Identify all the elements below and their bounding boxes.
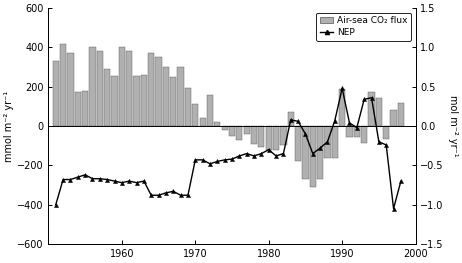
Bar <box>310 126 316 187</box>
Bar <box>288 112 294 126</box>
Bar <box>207 95 213 126</box>
Bar <box>346 126 353 137</box>
Bar <box>214 122 220 126</box>
Bar <box>354 126 360 137</box>
Bar <box>368 92 375 126</box>
Legend: Air-sea CO₂ flux, NEP: Air-sea CO₂ flux, NEP <box>316 13 411 41</box>
Bar <box>251 126 257 144</box>
Bar <box>398 103 404 126</box>
Y-axis label: mmol m⁻² yr⁻¹: mmol m⁻² yr⁻¹ <box>4 90 14 162</box>
Bar <box>163 67 169 126</box>
Y-axis label: mol m⁻² yr⁻¹: mol m⁻² yr⁻¹ <box>448 95 458 157</box>
Bar <box>119 47 125 126</box>
Bar <box>258 126 265 147</box>
Bar <box>170 77 176 126</box>
Bar <box>295 126 301 161</box>
Bar <box>141 75 147 126</box>
Bar <box>53 61 59 126</box>
Bar <box>185 88 191 126</box>
Bar <box>155 57 162 126</box>
Bar <box>89 47 96 126</box>
Bar <box>273 126 279 150</box>
Bar <box>97 51 103 126</box>
Bar <box>332 126 338 158</box>
Bar <box>229 126 235 136</box>
Bar <box>280 126 286 145</box>
Bar <box>104 69 110 126</box>
Bar <box>134 76 140 126</box>
Bar <box>302 126 309 179</box>
Bar <box>222 126 228 130</box>
Bar <box>390 110 397 126</box>
Bar <box>82 91 88 126</box>
Bar <box>339 89 345 126</box>
Bar <box>361 126 367 143</box>
Bar <box>177 67 184 126</box>
Bar <box>376 98 382 126</box>
Bar <box>60 44 66 126</box>
Bar <box>383 126 389 139</box>
Bar <box>111 76 118 126</box>
Bar <box>148 53 154 126</box>
Bar <box>324 126 331 158</box>
Bar <box>126 51 132 126</box>
Bar <box>75 92 81 126</box>
Bar <box>192 104 198 126</box>
Bar <box>200 118 206 126</box>
Bar <box>317 126 323 179</box>
Bar <box>266 126 272 150</box>
Bar <box>67 53 73 126</box>
Bar <box>236 126 243 140</box>
Bar <box>243 126 250 134</box>
